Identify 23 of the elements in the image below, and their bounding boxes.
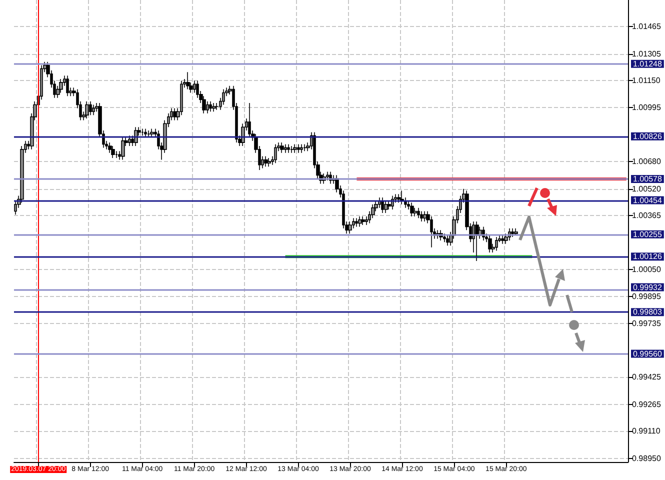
y-tick-label: 1.00995 xyxy=(632,102,662,112)
ref-line-label: 1.00255 xyxy=(633,230,662,239)
ref-line-label: 1.00454 xyxy=(633,196,662,205)
y-tick-label: 0.99895 xyxy=(632,292,662,301)
y-tick-label: 1.01465 xyxy=(632,22,662,32)
y-tick-label: 1.00050 xyxy=(632,265,662,274)
ref-line-label: 1.00826 xyxy=(633,132,662,141)
y-tick-label: 0.99425 xyxy=(632,372,662,382)
y-tick-label: 0.99265 xyxy=(632,400,662,409)
y-tick-label: 0.99735 xyxy=(632,319,662,328)
ref-line-label: 0.99803 xyxy=(633,308,662,317)
y-tick-label: 0.99110 xyxy=(632,426,661,436)
y-tick-label: 0.98950 xyxy=(632,454,662,464)
ref-line-label: 1.01248 xyxy=(633,59,662,68)
ref-line-label: 0.99932 xyxy=(633,282,662,292)
y-tick-label: 1.01150 xyxy=(632,76,661,86)
y-tick-label: 1.00680 xyxy=(632,156,662,166)
y-tick-label: 1.00520 xyxy=(632,184,662,194)
y-tick-label: 1.01305 xyxy=(632,50,662,59)
ref-line-label: 0.99560 xyxy=(633,349,662,358)
ref-line-label: 1.00578 xyxy=(633,174,662,184)
y-tick-label: 1.00365 xyxy=(632,211,662,220)
ref-line-label: 1.00126 xyxy=(633,252,662,262)
